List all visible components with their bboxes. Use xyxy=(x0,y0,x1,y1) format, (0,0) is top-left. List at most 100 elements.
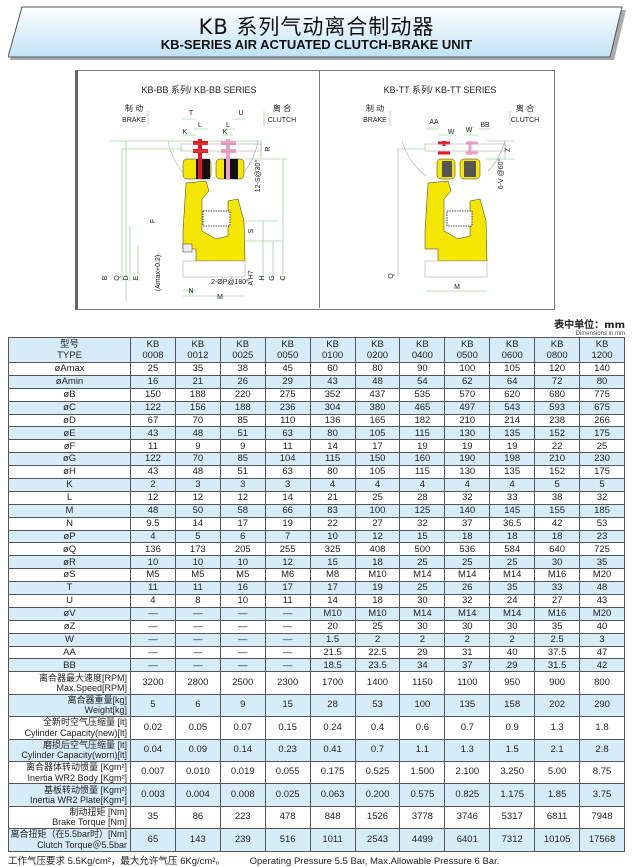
table-cell: 22 xyxy=(534,439,581,454)
table-cell: 7312 xyxy=(489,828,536,852)
row-label: BB xyxy=(8,658,131,673)
units-note: 表中单位：mm Dimensions in mm xyxy=(554,316,625,337)
table-cell: 63 xyxy=(264,465,311,480)
table-cell: 135 xyxy=(489,465,536,480)
table-cell: 214 xyxy=(489,413,536,428)
table-cell: 1700 xyxy=(309,671,356,695)
table-cell: 182 xyxy=(399,413,446,428)
table-cell: 0.04 xyxy=(130,738,176,762)
table-cell: 12 xyxy=(174,490,221,505)
table-cell: — xyxy=(174,606,221,621)
model-prefix: KB xyxy=(146,339,160,350)
table-cell: 7 xyxy=(264,529,311,544)
clutch-label-cn: 离 合 xyxy=(516,103,534,113)
model-code: 0050 xyxy=(277,350,299,361)
table-row: 离合器体转动惯量 [Kgm²] Inertia WR2 Body [Kgm²] 0.… xyxy=(8,760,625,785)
table-cell: 14 xyxy=(309,439,356,454)
table-cell: 136 xyxy=(130,542,176,557)
table-cell: 620 xyxy=(489,387,536,402)
diagram-kb-tt: KB-TT 系列/ KB-TT SERIES 制 动 BRAKE 离 合 CLU… xyxy=(320,71,556,308)
table-cell: 304 xyxy=(309,400,356,415)
row-label-cn: 基板转动惯量 [Kgm²] xyxy=(43,784,127,795)
table-cell: 80 xyxy=(309,426,356,441)
brake-label-en: BRAKE xyxy=(363,117,387,124)
table-cell: 4 xyxy=(354,478,401,492)
model-prefix: KB xyxy=(595,339,609,350)
table-cell: 0.41 xyxy=(309,738,356,762)
table-cell: 25 xyxy=(130,362,176,376)
row-label-en: Brake Torque [Nm] xyxy=(52,817,127,828)
table-cell: 220 xyxy=(219,387,266,402)
table-cell: 105 xyxy=(354,426,401,441)
table-cell: 70 xyxy=(174,413,221,428)
table-cell: 18 xyxy=(444,529,491,544)
table-cell: 26 xyxy=(219,374,266,389)
table-cell: 16 xyxy=(130,374,176,389)
table-cell: — xyxy=(130,645,176,660)
table-cell: 6811 xyxy=(534,805,581,830)
model-code: 0012 xyxy=(187,350,209,361)
row-label: M xyxy=(8,503,131,518)
dim-Q: Q xyxy=(114,275,121,281)
dim-H: H xyxy=(259,275,266,280)
row-label: øR xyxy=(8,555,131,570)
clutch-label-en: CLUTCH xyxy=(268,117,296,124)
table-cell: M20 xyxy=(579,606,625,621)
row-label: U xyxy=(8,594,131,608)
table-cell: 48 xyxy=(354,374,401,389)
table-cell: 5 xyxy=(174,529,221,544)
table-cell: 115 xyxy=(399,426,446,441)
table-cell: 72 xyxy=(534,374,581,389)
table-cell: 15 xyxy=(309,555,356,570)
table-cell: 35 xyxy=(489,581,536,596)
table-cell: 25 xyxy=(399,555,446,570)
table-cell: 3778 xyxy=(399,805,446,830)
dim-C: C xyxy=(280,275,287,280)
table-cell: 11 xyxy=(174,581,221,596)
table-cell: M14 xyxy=(399,568,446,583)
table-cell: 12 xyxy=(264,555,311,570)
model-header: KB 0800 xyxy=(534,337,581,363)
table-cell: 0.019 xyxy=(219,760,266,785)
table-cell: 725 xyxy=(579,542,625,557)
table-cell: 64 xyxy=(489,374,536,389)
table-cell: 110 xyxy=(264,413,311,428)
table-cell: 23 xyxy=(579,529,625,544)
spring xyxy=(202,210,231,227)
table-cell: 66 xyxy=(264,503,311,518)
table-row: 离合扭矩（在5.5bar时）[Nm] Clutch Torque＠5.5bar 65… xyxy=(8,828,625,852)
dim-M: M xyxy=(454,284,460,291)
table-cell: M10 xyxy=(354,568,401,583)
table-cell: 593 xyxy=(534,400,581,415)
table-cell: 1150 xyxy=(399,671,446,695)
table-row: M 48 50 58 66 83 100 125 140 145 155 185 xyxy=(8,503,625,518)
diagram-kb-bb: KB-BB 系列/ KB-BB SERIES 制 动 BRAKE 离 合 CLU… xyxy=(78,71,320,308)
table-cell: 9 xyxy=(219,439,266,454)
table-cell: 5 xyxy=(579,478,625,492)
table-cell: 0.02 xyxy=(130,716,176,740)
table-cell: 140 xyxy=(444,503,491,518)
model-code: 0500 xyxy=(456,350,478,361)
row-label: 离合器最大速度[RPM] Max.Speed[RPM] xyxy=(8,671,131,695)
table-cell: 25 xyxy=(399,581,446,596)
table-cell: — xyxy=(264,645,311,660)
table-cell: 43 xyxy=(579,594,625,608)
table-cell: 155 xyxy=(534,503,581,518)
table-cell: 0.15 xyxy=(264,716,311,740)
row-label: L xyxy=(8,490,131,505)
table-cell: 37 xyxy=(444,516,491,531)
table-cell: 2.100 xyxy=(444,760,491,785)
table-cell: 32 xyxy=(444,490,491,505)
table-cell: 130 xyxy=(444,426,491,441)
model-header: KB 0400 xyxy=(399,337,446,363)
table-cell: 0.008 xyxy=(219,783,266,807)
table-cell: 24 xyxy=(489,594,536,608)
row-label: øF xyxy=(8,439,131,454)
table-cell: 42 xyxy=(579,658,625,673)
row-label: 全新时空气压缩量 [lt] Cylinder Capacity(new)[lt] xyxy=(8,716,131,740)
clutch-label-en: CLUTCH xyxy=(511,117,539,124)
table-cell: 53 xyxy=(354,693,401,718)
table-cell: 0.6 xyxy=(399,716,446,740)
table-cell: 11 xyxy=(130,581,176,596)
